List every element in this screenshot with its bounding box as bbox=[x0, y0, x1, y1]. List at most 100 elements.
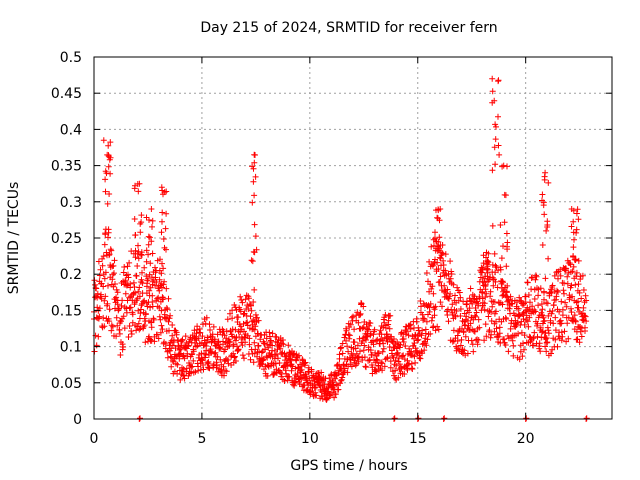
data-point bbox=[347, 321, 354, 328]
data-point bbox=[570, 218, 577, 225]
data-point bbox=[545, 330, 552, 337]
data-point bbox=[94, 294, 101, 301]
y-tick-label: 0.2 bbox=[60, 267, 82, 283]
data-point bbox=[135, 320, 142, 327]
data-point bbox=[406, 322, 413, 329]
data-point bbox=[475, 337, 482, 343]
data-point bbox=[428, 285, 435, 292]
data-point bbox=[145, 251, 152, 258]
data-point bbox=[105, 226, 112, 233]
data-point bbox=[500, 243, 506, 250]
data-point bbox=[495, 142, 502, 149]
data-point bbox=[379, 360, 386, 367]
data-point bbox=[128, 331, 135, 337]
data-point bbox=[149, 281, 156, 288]
data-point bbox=[137, 415, 143, 422]
data-point bbox=[490, 282, 497, 289]
data-point bbox=[378, 359, 385, 366]
data-point bbox=[527, 299, 533, 306]
data-point bbox=[149, 223, 155, 230]
data-point bbox=[580, 287, 587, 293]
data-point bbox=[115, 306, 122, 312]
data-point bbox=[338, 377, 345, 384]
data-point bbox=[515, 330, 522, 337]
data-point bbox=[138, 212, 145, 219]
data-point bbox=[500, 288, 507, 295]
data-point bbox=[541, 288, 547, 295]
data-point bbox=[516, 294, 523, 301]
data-point bbox=[489, 261, 496, 268]
data-point bbox=[442, 267, 449, 274]
data-point bbox=[336, 355, 343, 362]
data-point bbox=[203, 314, 210, 321]
data-point bbox=[195, 335, 202, 342]
data-point bbox=[555, 289, 561, 295]
data-point bbox=[244, 319, 251, 326]
data-point bbox=[444, 286, 451, 293]
data-point bbox=[544, 218, 551, 225]
data-point bbox=[552, 336, 559, 343]
data-point bbox=[562, 299, 569, 306]
x-tick-label: 5 bbox=[197, 431, 206, 447]
data-point bbox=[166, 327, 172, 334]
data-point bbox=[95, 258, 102, 265]
data-point bbox=[182, 333, 189, 340]
data-point bbox=[387, 312, 394, 319]
data-point bbox=[505, 348, 512, 355]
data-point bbox=[549, 282, 556, 289]
data-point bbox=[537, 324, 544, 331]
data-point bbox=[142, 311, 149, 318]
data-point bbox=[121, 264, 128, 270]
data-point bbox=[548, 289, 555, 296]
data-point bbox=[156, 287, 163, 294]
data-point bbox=[457, 342, 464, 349]
data-point bbox=[102, 230, 109, 237]
data-point bbox=[544, 300, 551, 307]
data-point bbox=[302, 359, 309, 366]
data-point bbox=[543, 227, 550, 234]
data-point bbox=[483, 333, 490, 340]
data-point bbox=[583, 297, 590, 304]
data-point bbox=[359, 325, 366, 332]
data-point bbox=[573, 269, 580, 276]
data-point bbox=[488, 331, 495, 338]
data-point bbox=[137, 220, 144, 227]
data-point bbox=[476, 324, 483, 331]
data-point bbox=[298, 363, 305, 370]
data-point bbox=[208, 339, 215, 346]
data-point bbox=[510, 342, 517, 349]
data-point bbox=[207, 327, 213, 333]
data-point bbox=[227, 310, 233, 317]
data-point bbox=[457, 313, 464, 319]
data-point bbox=[338, 344, 345, 351]
data-point bbox=[432, 327, 439, 334]
data-point bbox=[404, 328, 410, 335]
data-point bbox=[471, 328, 478, 335]
data-point bbox=[143, 247, 150, 254]
data-point bbox=[111, 257, 118, 264]
data-point bbox=[537, 348, 544, 355]
data-point bbox=[312, 384, 319, 391]
data-point bbox=[504, 163, 510, 170]
data-point bbox=[265, 344, 272, 351]
data-point bbox=[318, 393, 325, 400]
data-point bbox=[415, 415, 422, 422]
data-point bbox=[94, 304, 101, 311]
data-point bbox=[135, 288, 142, 295]
data-point bbox=[285, 342, 292, 349]
data-point bbox=[489, 222, 496, 229]
data-point bbox=[137, 229, 144, 236]
data-point bbox=[101, 241, 108, 248]
data-point bbox=[573, 229, 580, 236]
data-point bbox=[103, 249, 110, 256]
data-point bbox=[253, 246, 260, 253]
data-point bbox=[437, 299, 444, 306]
data-point bbox=[146, 333, 152, 340]
data-point bbox=[539, 191, 546, 198]
data-point bbox=[283, 370, 290, 377]
data-point bbox=[224, 316, 231, 323]
data-point bbox=[136, 326, 143, 333]
data-point bbox=[318, 369, 325, 376]
data-point bbox=[291, 379, 298, 386]
